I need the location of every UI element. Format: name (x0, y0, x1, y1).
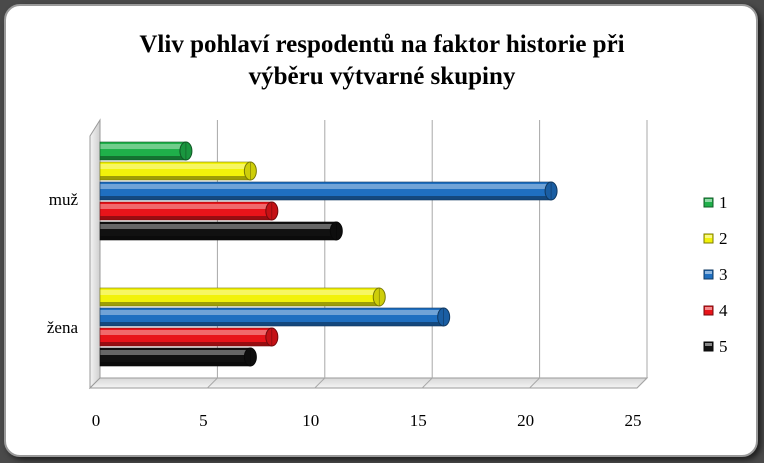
x-tick-label: 0 (92, 411, 101, 430)
bar-outline (99, 181, 552, 201)
plot-area: 0 5 10 15 20 25 muž žena (47, 118, 649, 430)
x-tick-label: 10 (302, 411, 319, 430)
bar-žena-series-2 (99, 287, 386, 307)
bar-highlight (100, 330, 270, 335)
bar-shade (100, 342, 272, 346)
x-tick-label: 5 (199, 411, 208, 430)
chart-title-line-2: výběru výtvarné skupiny (249, 63, 516, 90)
bar-outline (99, 307, 444, 327)
legend-swatch-highlight (705, 343, 712, 346)
bar-highlight (100, 164, 249, 169)
bar-outline (99, 141, 187, 161)
bar-shade (100, 362, 251, 366)
bar-shade (100, 236, 337, 240)
legend-swatch-4 (703, 305, 714, 316)
category-label: žena (47, 318, 79, 337)
bar-highlight (100, 204, 270, 209)
bar-outline (99, 327, 273, 347)
bar-highlight (100, 224, 335, 229)
side-wall (89, 118, 101, 390)
legend-label-5: 5 (719, 337, 728, 356)
bar-highlight (100, 350, 249, 355)
bar-shade (100, 196, 552, 200)
floor (88, 377, 649, 389)
bar-highlight (100, 290, 378, 295)
x-tick-label: 15 (410, 411, 427, 430)
category-label: muž (49, 190, 79, 209)
bar-shade (100, 216, 272, 220)
bar-shade (100, 322, 444, 326)
bar-shade (100, 176, 251, 180)
bar-žena-series-4 (99, 327, 279, 347)
bar-muž-series-1 (99, 141, 193, 161)
bar-highlight (100, 184, 550, 189)
legend-swatch-1 (703, 197, 714, 208)
bar-muž-series-4 (99, 201, 279, 221)
bar-outline (99, 287, 380, 307)
bar-shade (100, 156, 186, 160)
x-tick-label: 20 (517, 411, 534, 430)
legend-swatch-2 (703, 233, 714, 244)
x-tick-label: 25 (625, 411, 642, 430)
chart-title-line-1: Vliv pohlaví respodentů na faktor histor… (139, 31, 624, 58)
legend-swatch-highlight (705, 199, 712, 202)
gridline-floor (421, 377, 433, 389)
bar-muž-series-2 (99, 161, 257, 181)
legend-label-3: 3 (719, 265, 728, 284)
gridline-floor (207, 377, 218, 389)
bar-highlight (100, 144, 184, 149)
legend-label-4: 4 (719, 301, 728, 320)
bar-žena-series-3 (99, 307, 451, 327)
bar-muž-series-5 (99, 221, 343, 241)
legend-label-2: 2 (719, 229, 728, 248)
bar-highlight (100, 310, 442, 315)
bar-žena-series-5 (99, 347, 257, 367)
bar-outline (99, 347, 251, 367)
legend-swatch-3 (703, 269, 714, 280)
gridline-floor (529, 377, 540, 389)
bar-outline (99, 161, 251, 181)
legend: 1 2 3 4 5 (703, 193, 728, 356)
legend-swatch-highlight (705, 235, 712, 238)
bar-muž-series-3 (99, 181, 558, 201)
bar-outline (99, 221, 337, 241)
bar-shade (100, 302, 380, 306)
legend-swatch-highlight (705, 271, 712, 274)
gridline-floor (636, 377, 648, 389)
bar-outline (99, 201, 273, 221)
legend-swatch-5 (703, 341, 714, 352)
legend-label-1: 1 (719, 193, 728, 212)
gridline-floor (314, 377, 326, 389)
legend-swatch-highlight (705, 307, 712, 310)
